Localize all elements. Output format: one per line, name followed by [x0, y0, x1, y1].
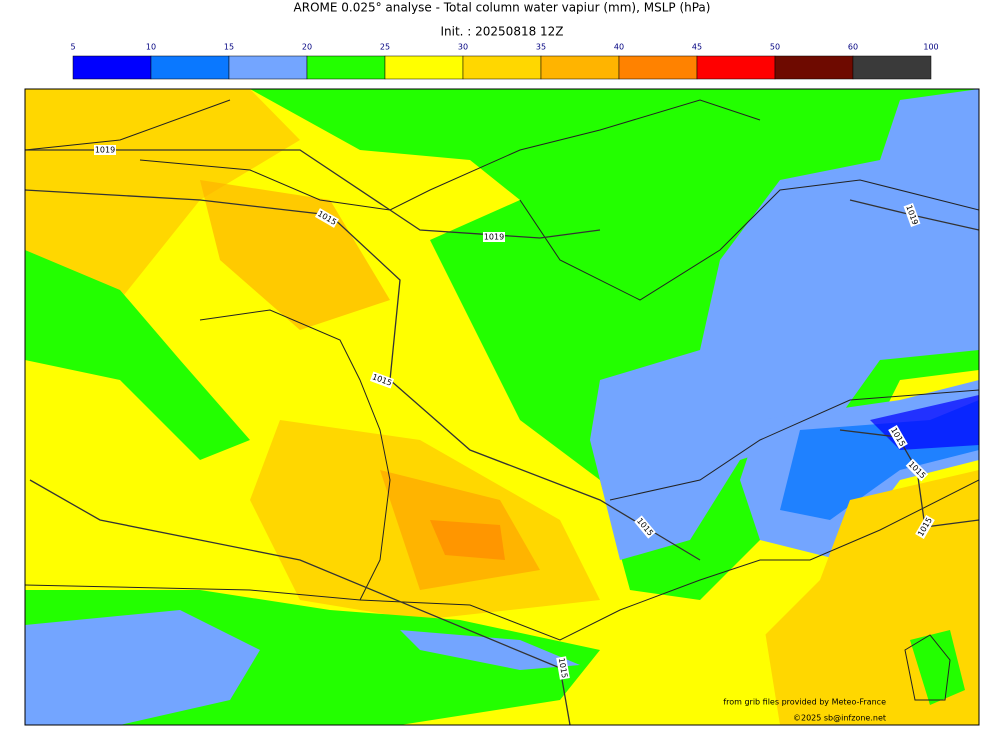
source-credit: from grib files provided by Meteo-France [723, 698, 886, 707]
colorbar-bin [228, 55, 308, 80]
isobar-label: 1019 [94, 145, 116, 155]
title: AROME 0.025° analyse - Total column wate… [294, 1, 711, 15]
field-area [910, 630, 965, 705]
isobar-label-text: 1015 [557, 657, 569, 679]
isobar-label-bg [369, 371, 395, 389]
field-area [200, 180, 390, 330]
isobar-label-bg [483, 232, 505, 242]
isobar-label-bg [556, 656, 570, 680]
colorbar-bin [540, 55, 620, 80]
colorbar-tick-label: 30 [458, 43, 468, 52]
copyright: ©2025 sb@infzone.net [793, 714, 886, 723]
colorbar-tick-label: 45 [692, 43, 702, 52]
isobar-label: 1015 [556, 656, 570, 680]
isobar-label-bg [903, 202, 921, 228]
colorbar-bin [384, 55, 464, 80]
field-area [25, 89, 300, 300]
field-area [25, 250, 250, 460]
colorbar-tick-label: 40 [614, 43, 624, 52]
colorbar-tick-label: 35 [536, 43, 546, 52]
colorbar-tick-label: 60 [848, 43, 858, 52]
colorbar-tick-label: 10 [146, 43, 156, 52]
field-area [25, 610, 260, 725]
colorbar: 5 10 15 20 25 30 35 40 45 50 60 100 [70, 43, 939, 80]
colorbar-bin [774, 55, 854, 80]
field-area [430, 520, 505, 560]
isobar-label-text: 1019 [484, 233, 504, 242]
colorbar-bin [462, 55, 542, 80]
colorbar-tick-label: 50 [770, 43, 780, 52]
colorbar-tick-label: 20 [302, 43, 312, 52]
colorbar-bin [306, 55, 386, 80]
colorbar-bin [150, 55, 230, 80]
field-area [590, 89, 979, 560]
isobar-label-bg [905, 458, 929, 482]
map-frame [24, 88, 980, 726]
isobar-label-bg [915, 514, 935, 540]
coastlines-borders [25, 99, 979, 701]
colorbar-tick-label: 15 [224, 43, 234, 52]
isobar-label-bg [314, 208, 340, 228]
isobar-label-bg [634, 515, 656, 539]
colorbar-bin [618, 55, 698, 80]
colorbar-bin [72, 55, 152, 80]
isobar-label-text: 1019 [95, 146, 115, 155]
isobar-label-bg [94, 145, 116, 155]
init-time: Init. : 20250818 12Z [440, 25, 563, 39]
isobars [25, 149, 979, 725]
colorbar-tick-label: 100 [923, 43, 938, 52]
colorbar-bin [852, 55, 932, 80]
field-area [580, 600, 780, 725]
colorbar-bin [696, 55, 776, 80]
colorbar-tick-label: 5 [70, 43, 75, 52]
colorbar-tick-label: 25 [380, 43, 390, 52]
isobar-label-bg [888, 424, 908, 450]
isobar-label: 1019 [483, 232, 505, 242]
field-area [400, 630, 580, 670]
